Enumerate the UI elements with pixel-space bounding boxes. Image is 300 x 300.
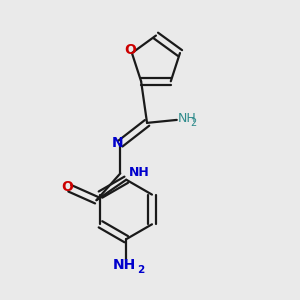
Text: NH: NH xyxy=(113,258,136,272)
Text: 2: 2 xyxy=(190,118,197,128)
Text: NH: NH xyxy=(178,112,197,125)
Text: O: O xyxy=(124,43,136,57)
Text: NH: NH xyxy=(129,166,150,179)
Text: N: N xyxy=(112,136,123,149)
Text: O: O xyxy=(61,180,73,194)
Text: 2: 2 xyxy=(137,265,145,275)
